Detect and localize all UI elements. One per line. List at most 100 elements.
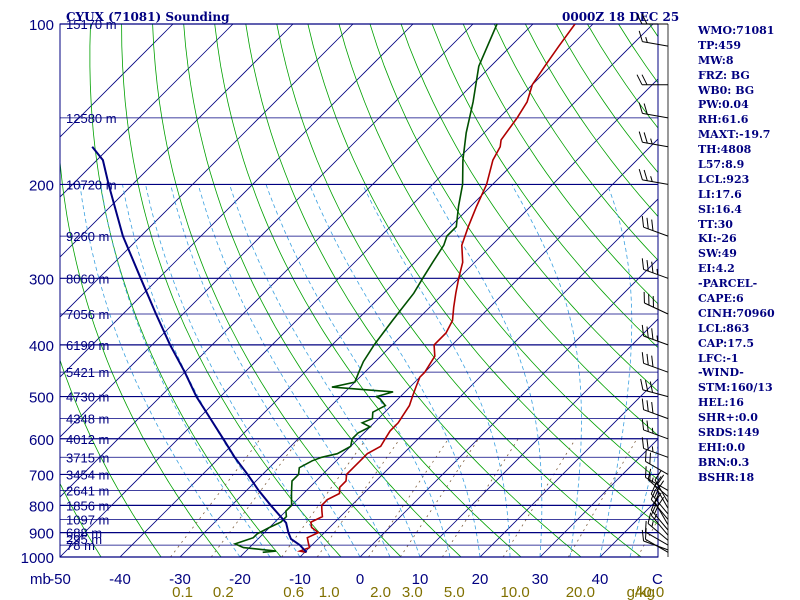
wind-barb-flag — [638, 102, 643, 114]
wind-barb-half-flag — [656, 268, 659, 275]
pressure-tick-label: 900 — [29, 526, 54, 543]
wind-barb-half-flag — [651, 477, 654, 484]
isotherm-line — [60, 24, 354, 318]
wind-barb — [641, 529, 669, 551]
temperature-tick-label: 40 — [592, 571, 609, 588]
wind-barb-flag — [651, 261, 654, 273]
wind-barb-flag — [636, 74, 643, 85]
dry-adiabat-line — [152, 24, 402, 557]
wind-barb-flag — [650, 489, 657, 500]
mixing-ratio-label: 10.0 — [501, 584, 530, 600]
isotherm-line — [60, 24, 234, 198]
isotherm-line — [299, 198, 658, 557]
wind-barb-shaft — [642, 112, 669, 119]
wind-barb-shaft — [643, 268, 669, 279]
isotherm-line — [419, 318, 658, 557]
index-item: CAP:17.5 — [698, 336, 755, 350]
wind-barb-flag — [650, 504, 657, 516]
mixing-ratio-line — [637, 518, 658, 557]
wind-barb-flag — [638, 30, 643, 42]
index-item: -PARCEL- — [698, 277, 758, 291]
isotherm-line — [60, 24, 594, 557]
wind-barb-flag — [654, 476, 662, 486]
index-item: MW:8 — [698, 53, 734, 67]
wind-barb-flag — [644, 520, 647, 533]
wind-barb — [644, 466, 669, 491]
index-item: MAXT:-19.7 — [698, 128, 771, 142]
mixing-ratio-line — [368, 438, 449, 557]
wind-barb-flag — [646, 400, 649, 412]
wind-barb — [641, 216, 669, 237]
mixing-ratio-line — [170, 438, 261, 557]
mixing-ratio-unit: g/kg — [627, 584, 655, 600]
isotherm-line — [359, 258, 658, 557]
index-item: LCL:923 — [698, 172, 750, 186]
wind-barb-flag — [643, 169, 648, 181]
pressure-tick-label: 100 — [29, 17, 54, 34]
wind-barb — [638, 131, 669, 148]
dry-adiabat-line — [307, 24, 658, 525]
plot-frame — [59, 23, 659, 558]
isotherm-line — [179, 78, 658, 557]
temperature-tick-label: 10 — [412, 571, 429, 588]
station-title: CYUX (71081) Sounding — [66, 10, 230, 24]
wind-barb-flag — [644, 380, 649, 392]
wind-barb-flag — [643, 103, 648, 115]
wind-barb-shaft — [650, 499, 669, 520]
wind-barb-flag — [649, 381, 654, 393]
mixing-ratio-line — [281, 438, 367, 557]
index-item: -WIND- — [698, 366, 744, 380]
moist-adiabat-line — [122, 184, 301, 557]
isotherm-line — [239, 138, 658, 557]
mixing-ratio-label: 2.0 — [370, 584, 391, 600]
wind-barb-flag — [646, 353, 649, 366]
parcel-trace — [91, 146, 308, 553]
height-label: 1856 m — [66, 498, 109, 513]
dry-adiabat-line — [121, 24, 342, 557]
wind-barb-half-flag — [656, 335, 659, 342]
height-label: 6190 m — [66, 338, 109, 353]
mixing-ratio-line — [399, 438, 479, 557]
wind-barb — [647, 468, 669, 497]
dry-adiabat-line — [60, 482, 102, 557]
isotherm-line — [60, 24, 474, 438]
wind-barb-flag — [638, 131, 643, 143]
wind-barb — [647, 512, 669, 541]
wind-barb-flag — [641, 352, 645, 364]
index-item: TH:4808 — [698, 143, 752, 157]
wind-barb-flag — [646, 438, 649, 451]
temperature-tick-label: -30 — [169, 571, 191, 588]
dry-adiabat-line — [60, 157, 222, 557]
mixing-ratio-line — [316, 438, 401, 557]
wind-barb-flag — [644, 450, 647, 462]
height-label: 7056 m — [66, 307, 109, 322]
wind-barb-shaft — [645, 476, 669, 491]
pressure-tick-label: 500 — [29, 390, 54, 407]
height-label: 8060 m — [66, 271, 109, 286]
wind-barb-flag — [640, 378, 644, 390]
index-item: TP:459 — [698, 38, 742, 52]
wind-barb — [636, 74, 668, 86]
index-item: LFC:-1 — [698, 351, 739, 365]
height-label: 3454 m — [66, 467, 109, 482]
wind-barb-flag — [641, 529, 645, 542]
pressure-axis-unit: mb — [30, 571, 51, 588]
wind-barb-half-flag — [650, 138, 653, 145]
height-label: 3715 m — [66, 450, 109, 465]
wind-barb-flag — [652, 296, 654, 308]
dry-adiabat-line — [276, 24, 642, 557]
index-item: PW:0.04 — [698, 98, 749, 112]
index-item: CINH:70960 — [698, 306, 775, 320]
pressure-tick-label: 300 — [29, 271, 54, 288]
wind-barb-half-flag — [654, 513, 658, 520]
isotherm-line — [60, 24, 534, 498]
height-label: 295 m — [66, 532, 102, 547]
dry-adiabat-line — [431, 24, 658, 349]
index-item: SI:16.4 — [698, 202, 742, 216]
pressure-tick-label: 400 — [29, 338, 54, 355]
wind-barb-flag — [641, 418, 645, 430]
wind-barb-flag — [654, 492, 660, 504]
wind-barb — [641, 437, 669, 458]
temperature-tick-label: 20 — [472, 571, 489, 588]
wind-barb-flag — [646, 326, 649, 338]
